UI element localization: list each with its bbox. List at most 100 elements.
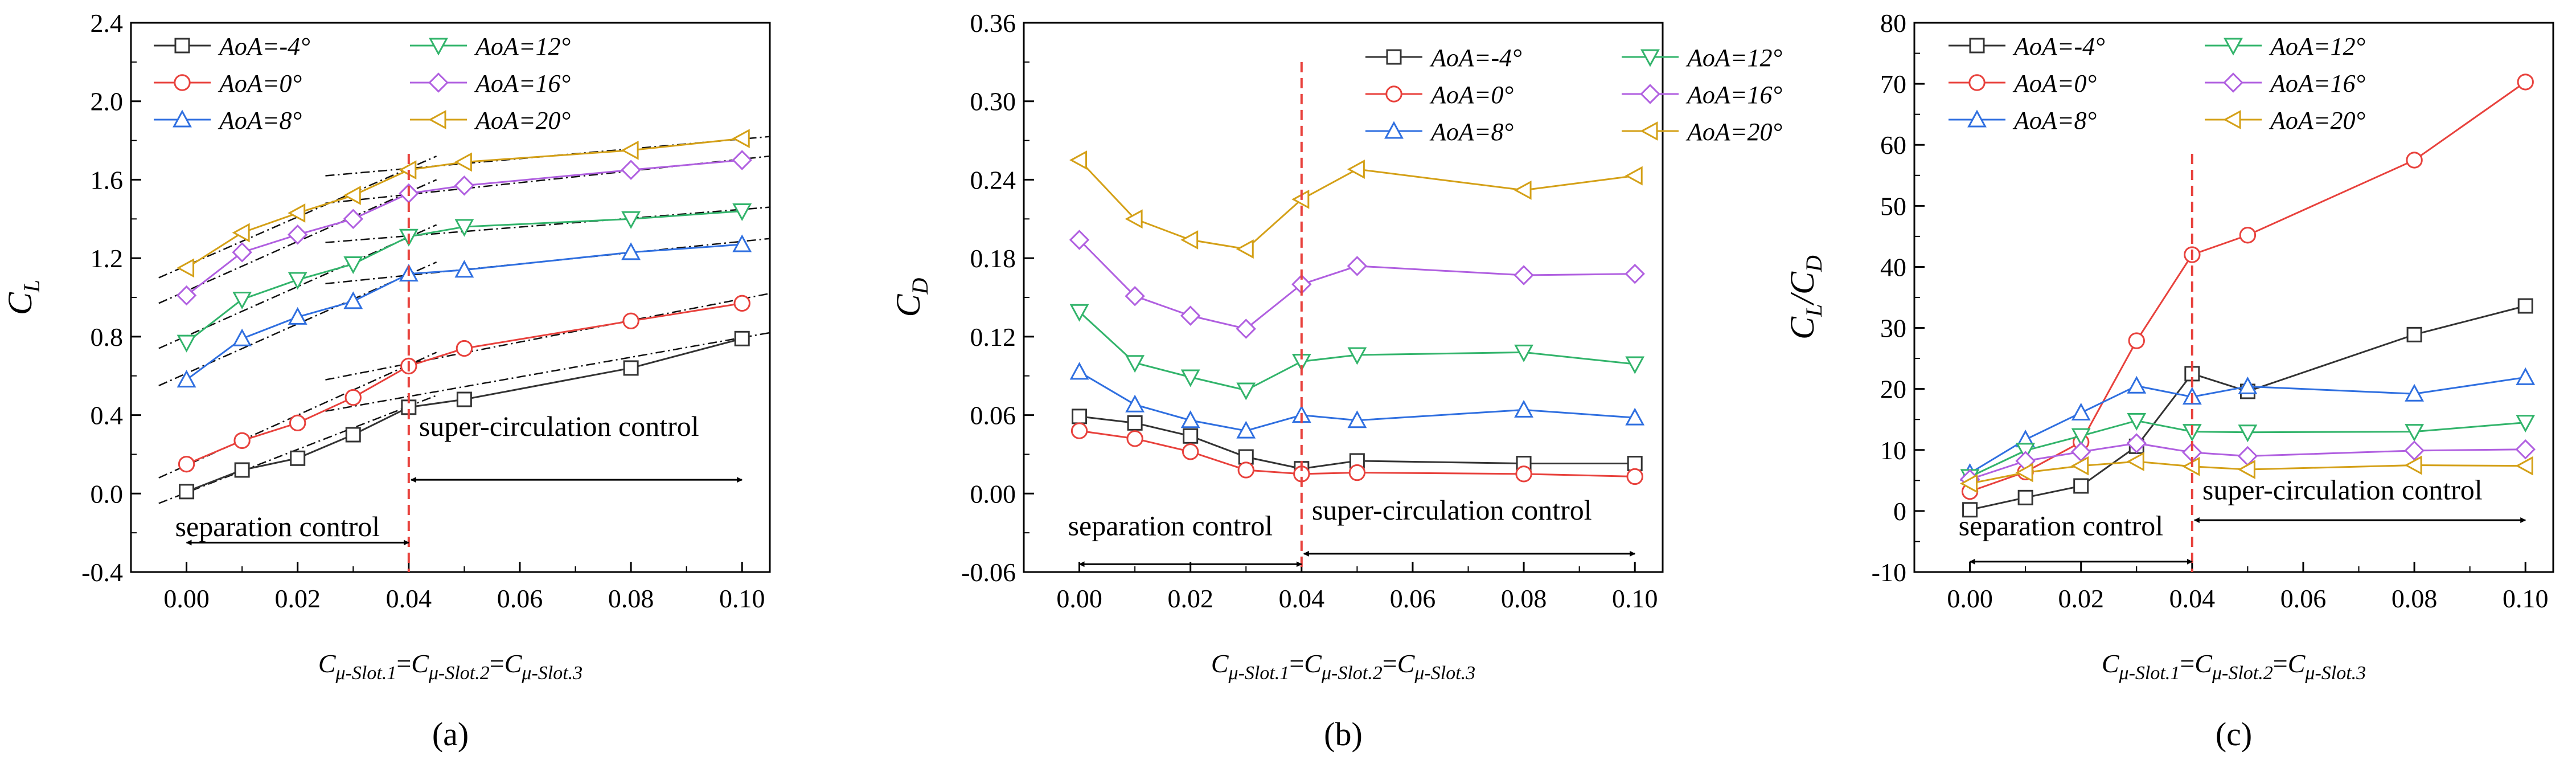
series-AoA=12° xyxy=(1069,304,1645,401)
data-point xyxy=(1237,461,1254,479)
x-tick-label: 0.04 xyxy=(2169,584,2216,613)
data-point xyxy=(232,242,252,263)
data-point xyxy=(2127,412,2147,431)
data-point xyxy=(1625,166,1643,186)
data-point xyxy=(732,150,752,170)
legend-item: AoA=16° xyxy=(410,70,571,97)
y-axis-label: CL xyxy=(1,280,44,315)
series-line xyxy=(1078,371,1635,432)
plot-frame xyxy=(130,22,771,573)
y-tick-label: -0.4 xyxy=(81,558,123,587)
series-line xyxy=(186,337,743,493)
legend-item: AoA=0° xyxy=(1949,70,2097,97)
legend-item: AoA=20° xyxy=(1622,118,1782,146)
data-point xyxy=(2516,415,2536,433)
legend-swatch-marker xyxy=(1967,109,1987,128)
data-point xyxy=(1236,318,1256,339)
legend-item: AoA=-4° xyxy=(1949,32,2105,60)
data-point xyxy=(2126,452,2144,472)
legend-swatch-marker xyxy=(173,109,192,128)
x-axis-label: Cμ-Slot.1=Cμ-Slot.2=Cμ-Slot.3 xyxy=(2102,649,2366,684)
y-tick-label: 0 xyxy=(1893,497,1906,526)
y-axis-label: CD xyxy=(889,277,933,317)
data-point xyxy=(1180,305,1201,326)
legend-item: AoA=16° xyxy=(2205,70,2365,97)
legend-label: AoA=16° xyxy=(474,70,571,97)
legend-swatch-marker xyxy=(174,74,191,91)
series-line xyxy=(1078,239,1635,330)
data-point xyxy=(1069,230,1090,250)
legend-item: AoA=12° xyxy=(410,32,571,60)
data-point xyxy=(179,484,195,500)
data-point xyxy=(1236,239,1254,259)
y-tick-label: 70 xyxy=(1880,70,1906,99)
fit-line xyxy=(158,394,437,504)
axes: -0.06 0.00 0.06 0.12 0.18 0.24 0.30 0.36 0.00 0.0… xyxy=(961,9,1658,613)
y-tick-label: 20 xyxy=(1880,375,1906,404)
data-point xyxy=(733,295,750,312)
legend-label: AoA=8° xyxy=(1429,118,1513,146)
fit-line xyxy=(158,352,437,479)
annotations: separation control super-circulation cont… xyxy=(1068,62,1636,572)
series-line xyxy=(1079,430,1635,477)
x-tick-label: 0.00 xyxy=(1056,584,1102,613)
legend-label: AoA=12° xyxy=(474,32,571,60)
series-AoA=8° xyxy=(177,234,752,388)
panel-b: -0.06 0.00 0.06 0.12 0.18 0.24 0.30 0.36 0.00 0.0… xyxy=(889,9,1782,753)
y-tick-label: 10 xyxy=(1880,436,1906,465)
data-point xyxy=(2071,402,2091,420)
data-point xyxy=(176,285,197,306)
data-point xyxy=(344,389,362,406)
panel-label: (c) xyxy=(2216,716,2252,753)
series-line xyxy=(186,159,743,296)
data-point xyxy=(2405,383,2425,402)
legend-swatch-marker xyxy=(1385,85,1402,103)
annotations: separation control super-circulation cont… xyxy=(175,154,743,572)
data-point xyxy=(2238,376,2258,394)
data-point xyxy=(1069,362,1089,380)
legend-label: AoA=8° xyxy=(2012,107,2097,134)
x-tick-label: 0.00 xyxy=(1947,584,1993,613)
axes: -0.4 0.0 0.4 0.8 1.2 1.6 2.0 2.4 0.00 0.02 0.04 0.0… xyxy=(81,9,765,613)
legend-swatch-marker xyxy=(2223,72,2243,93)
data-point xyxy=(1625,263,1645,284)
x-axis-label: Cμ-Slot.1=Cμ-Slot.2=Cμ-Slot.3 xyxy=(318,649,583,684)
data-point xyxy=(1514,399,1534,418)
data-point xyxy=(2405,424,2425,442)
x-tick-label: 0.08 xyxy=(2392,584,2438,613)
x-tick-label: 0.02 xyxy=(1167,584,1213,613)
legend-swatch-marker xyxy=(1969,38,1985,54)
data-point xyxy=(177,370,196,388)
x-axis-label: Cμ-Slot.1=Cμ-Slot.2=Cμ-Slot.3 xyxy=(1211,649,1475,684)
series-line xyxy=(186,243,743,381)
data-point xyxy=(621,160,641,180)
data-point xyxy=(232,328,252,346)
data-series xyxy=(1069,150,1645,485)
data-point xyxy=(621,140,639,160)
fit-line xyxy=(158,179,437,304)
series-AoA=20° xyxy=(1069,150,1643,259)
data-point xyxy=(2404,455,2422,475)
series-AoA=16° xyxy=(1069,230,1645,339)
data-point xyxy=(345,427,361,443)
y-tick-label: 0.06 xyxy=(970,401,1016,430)
fit-line xyxy=(325,206,770,243)
data-point xyxy=(1070,422,1088,439)
legend-swatch-marker xyxy=(1640,84,1660,104)
separation-label: separation control xyxy=(175,510,380,542)
y-tick-label: 2.4 xyxy=(91,9,124,38)
super-circulation-label: super-circulation control xyxy=(419,410,699,442)
legend-label: AoA=0° xyxy=(1429,81,1513,109)
x-tick-label: 0.04 xyxy=(386,584,432,613)
data-point xyxy=(2517,298,2533,314)
data-point xyxy=(1962,502,1978,518)
super-circulation-label: super-circulation control xyxy=(1312,494,1592,526)
y-axis-label: CL/CD xyxy=(1783,255,1827,340)
series-line xyxy=(1969,376,2526,474)
y-tick-label: 30 xyxy=(1880,314,1906,343)
fit-line xyxy=(325,332,770,412)
data-point xyxy=(177,334,196,353)
data-point xyxy=(621,242,641,260)
data-point xyxy=(1347,410,1367,428)
data-point xyxy=(2515,439,2536,460)
